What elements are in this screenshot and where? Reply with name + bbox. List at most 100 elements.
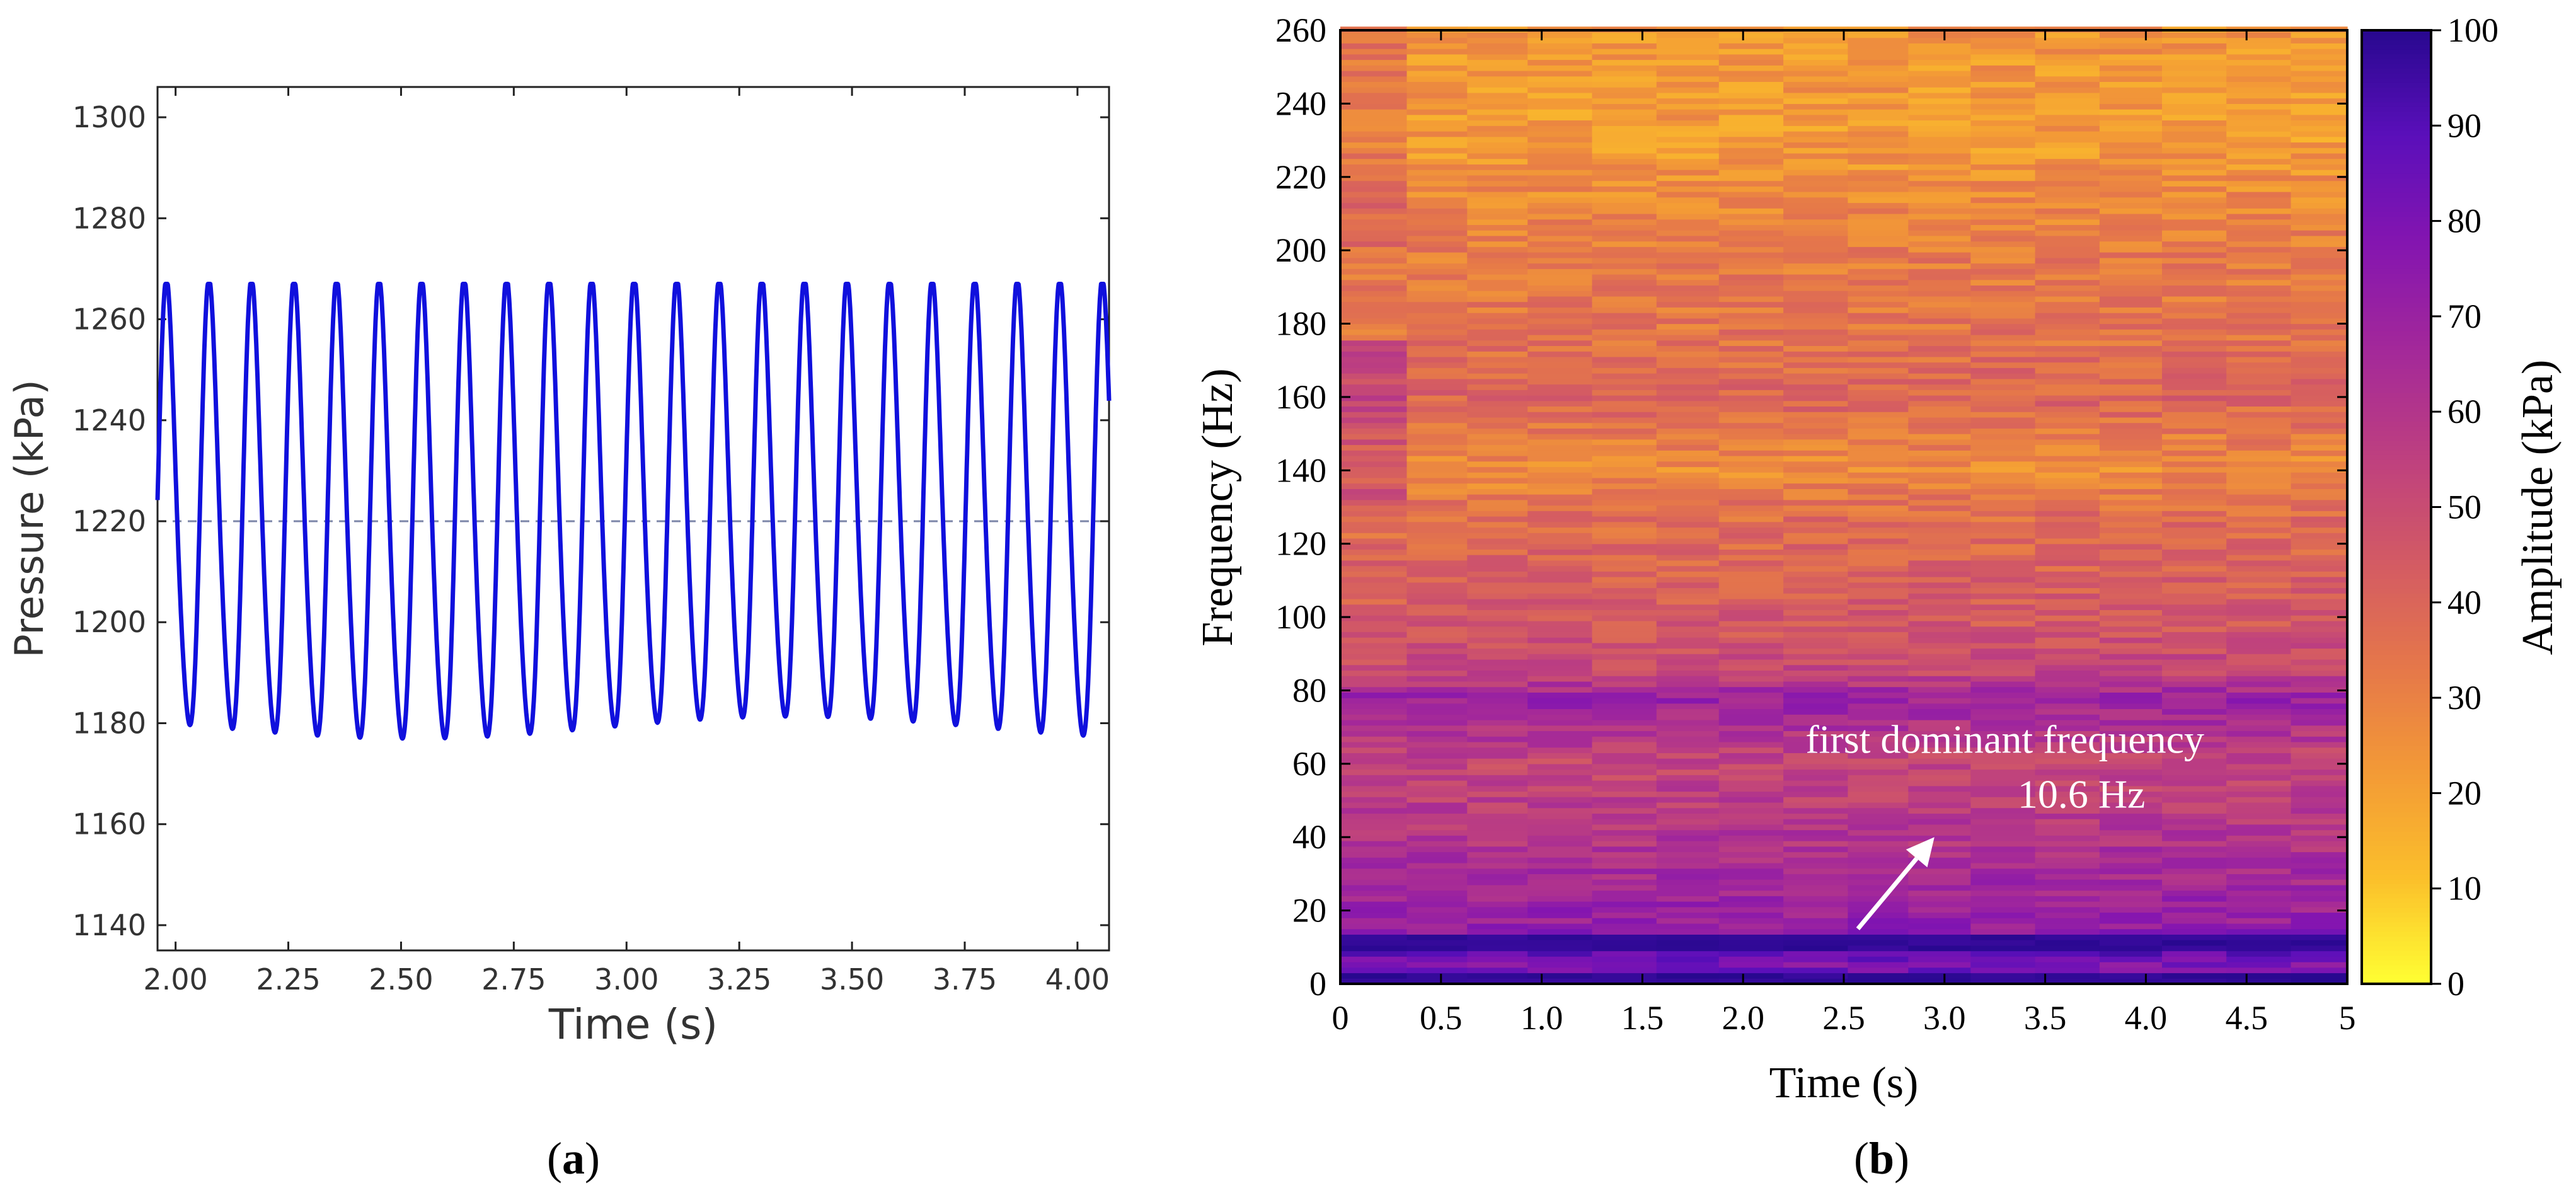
- heatmap-cell: [1718, 285, 1784, 291]
- heatmap-cell: [2162, 901, 2227, 908]
- heatmap-cell: [2035, 252, 2100, 258]
- colorbar-step: [2362, 297, 2431, 303]
- heatmap-cell: [1970, 555, 2036, 561]
- heatmap-cell: [2035, 642, 2100, 649]
- heatmap-cell: [2226, 142, 2292, 148]
- colorbar-step: [2362, 49, 2431, 55]
- heatmap-cell: [1783, 378, 1848, 385]
- colorbar-tick-label: 70: [2447, 297, 2481, 335]
- heatmap-cell: [1592, 807, 1657, 814]
- heatmap-cell: [1970, 978, 2036, 984]
- x-tick-label: 2.75: [481, 962, 546, 996]
- heatmap-cell: [1592, 906, 1657, 913]
- heatmap-cell: [1340, 654, 1408, 660]
- heatmap-cell: [1592, 918, 1657, 924]
- heatmap-cell: [1718, 533, 1784, 539]
- heatmap-cell: [1970, 466, 2036, 473]
- heatmap-cell: [2162, 681, 2227, 688]
- heatmap-cell: [1527, 835, 1593, 841]
- heatmap-cell: [1406, 863, 1468, 869]
- heatmap-cell: [2226, 450, 2292, 456]
- heatmap-cell: [1527, 648, 1593, 654]
- heatmap-cell: [1467, 296, 1528, 303]
- heatmap-cell: [2099, 593, 2163, 599]
- heatmap-cell: [2099, 819, 2163, 825]
- heatmap-cell: [2226, 158, 2292, 164]
- heatmap-cell: [2099, 103, 2163, 110]
- heatmap-cell: [2099, 76, 2163, 82]
- heatmap-cell: [1783, 400, 1848, 407]
- heatmap-cell: [2035, 268, 2100, 275]
- heatmap-cell: [2291, 279, 2348, 286]
- heatmap-cell: [1592, 125, 1657, 132]
- heatmap-cell: [2226, 417, 2292, 424]
- heatmap-cell: [1467, 863, 1528, 869]
- heatmap-cell: [1340, 632, 1408, 638]
- heatmap-cell: [1848, 356, 1909, 363]
- heatmap-cell: [1970, 192, 2036, 198]
- heatmap-cell: [1908, 763, 1971, 770]
- colorbar-step: [2362, 798, 2431, 804]
- heatmap-cell: [1970, 620, 2036, 627]
- heatmap-cell: [1718, 434, 1784, 440]
- heatmap-cell: [1718, 654, 1784, 660]
- colorbar-step: [2362, 263, 2431, 269]
- heatmap-cell: [2291, 659, 2348, 666]
- heatmap-cell: [1340, 648, 1408, 654]
- heatmap-cell: [1783, 785, 1848, 792]
- heatmap-cell: [1592, 54, 1657, 61]
- heatmap-cell: [1527, 257, 1593, 264]
- heatmap-cell: [1970, 543, 2036, 550]
- heatmap-cell: [1467, 747, 1528, 753]
- heatmap-cell: [1848, 192, 1909, 198]
- colorbar-step: [2362, 607, 2431, 613]
- heatmap-cells: [1340, 26, 2348, 984]
- heatmap-cell: [1848, 488, 1909, 495]
- heatmap-cell: [2291, 274, 2348, 280]
- heatmap-cell: [1406, 648, 1468, 654]
- heatmap-cell: [2226, 884, 2292, 891]
- heatmap-cell: [1340, 279, 1408, 286]
- heatmap-cell: [2099, 714, 2163, 720]
- heatmap-cell: [1970, 279, 2036, 286]
- heatmap-cell: [2162, 307, 2227, 313]
- heatmap-cell: [1592, 698, 1657, 704]
- heatmap-cell: [1527, 615, 1593, 621]
- heatmap-cell: [1718, 81, 1784, 88]
- heatmap-cell: [2162, 813, 2227, 819]
- heatmap-cell: [1656, 835, 1720, 841]
- colorbar-step: [2362, 436, 2431, 441]
- heatmap-cell: [2291, 197, 2348, 204]
- heatmap-cell: [1467, 565, 1528, 572]
- heatmap-cell: [1783, 901, 1848, 908]
- heatmap-cell: [2162, 164, 2227, 170]
- heatmap-cell: [1970, 565, 2036, 572]
- heatmap-cell: [2099, 753, 2163, 759]
- heatmap-cell: [2099, 670, 2163, 676]
- heatmap-cell: [1848, 918, 1909, 924]
- heatmap-cell: [2162, 351, 2227, 357]
- heatmap-cell: [2291, 819, 2348, 825]
- heatmap-cell: [1406, 841, 1468, 847]
- heatmap-cell: [2099, 400, 2163, 407]
- heatmap-cell: [1718, 175, 1784, 182]
- heatmap-cell: [1592, 565, 1657, 572]
- heatmap-cell: [1908, 230, 1971, 236]
- heatmap-cell: [2162, 736, 2227, 742]
- heatmap-cell: [1908, 962, 1971, 968]
- heatmap-cell: [1718, 632, 1784, 638]
- heatmap-cell: [1908, 49, 1971, 55]
- heatmap-cell: [2099, 389, 2163, 396]
- heatmap-cell: [1718, 400, 1784, 407]
- heatmap-cell: [1467, 763, 1528, 770]
- heatmap-cell: [1718, 92, 1784, 99]
- heatmap-cell: [2035, 758, 2100, 764]
- heatmap-cell: [1592, 450, 1657, 456]
- heatmap-cell: [2099, 296, 2163, 303]
- heatmap-cell: [1592, 422, 1657, 429]
- heatmap-cell: [1848, 214, 1909, 220]
- heatmap-cell: [1467, 241, 1528, 247]
- heatmap-cell: [2291, 533, 2348, 539]
- heatmap-cell: [1406, 175, 1468, 182]
- heatmap-cell: [2291, 901, 2348, 908]
